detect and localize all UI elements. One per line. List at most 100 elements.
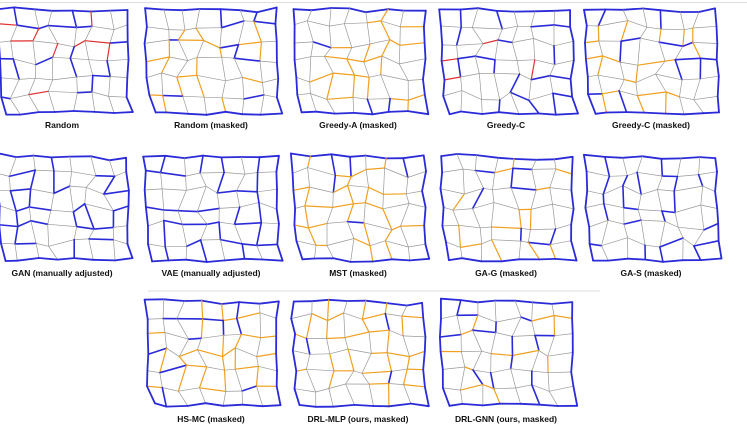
graph-edge xyxy=(256,191,260,204)
graph-edge xyxy=(163,219,166,248)
graph-edge xyxy=(223,333,242,336)
graph-edge xyxy=(258,154,280,159)
graph-edge xyxy=(236,301,240,320)
graph-edge xyxy=(421,170,427,192)
graph-edge xyxy=(185,245,188,261)
graph-edge xyxy=(347,348,372,354)
graph-edge xyxy=(640,189,658,195)
graph-edge xyxy=(47,223,78,227)
graph-edge xyxy=(221,56,226,82)
graph-edge xyxy=(262,82,265,96)
graph-edge xyxy=(607,257,629,262)
graph-edge xyxy=(162,318,166,333)
graph-edge xyxy=(259,60,278,63)
graph-edge xyxy=(142,155,147,172)
graph-edge xyxy=(199,239,208,263)
graph-edge xyxy=(547,335,555,357)
graph-edge xyxy=(223,172,246,175)
graph-edge xyxy=(261,40,278,43)
graph-edge xyxy=(52,42,59,58)
graph-edge xyxy=(569,59,575,80)
graph-edge xyxy=(240,333,262,339)
graph-edge xyxy=(583,8,588,27)
graph-edge xyxy=(398,58,426,65)
graph-edge xyxy=(585,58,589,78)
graph-edge xyxy=(363,43,371,63)
graph-edge xyxy=(626,257,647,261)
graph-edge xyxy=(236,190,241,208)
graph-edge xyxy=(554,112,579,116)
graph-edge xyxy=(494,39,499,61)
graph-edge xyxy=(328,388,334,408)
graph-edge xyxy=(200,318,204,339)
graph-edge xyxy=(442,366,466,370)
graph-edge xyxy=(327,299,330,322)
graph-edge xyxy=(255,222,263,247)
graph-edge xyxy=(692,41,702,59)
graph-edge xyxy=(491,239,503,262)
graph-edge xyxy=(422,154,427,173)
graph-edge xyxy=(201,300,204,320)
graph-edge xyxy=(258,300,280,305)
graph-edge xyxy=(408,350,426,358)
panel-caption: GAN (manually adjusted) xyxy=(11,268,112,278)
graph-edge xyxy=(343,8,350,25)
graph-edge xyxy=(241,243,246,260)
graph-edge xyxy=(353,237,371,247)
graph-edge xyxy=(459,299,479,304)
graph-edge xyxy=(463,187,484,195)
graph-edge xyxy=(345,370,355,385)
graph-edge xyxy=(216,190,238,194)
graph-edge xyxy=(224,110,244,116)
graph-edge xyxy=(363,61,370,78)
graph-edge xyxy=(679,79,683,98)
graph-edge xyxy=(221,97,245,100)
graph-edge xyxy=(235,347,258,357)
graph-edge xyxy=(585,55,604,60)
graph-edge xyxy=(327,298,349,302)
graph-edge xyxy=(145,206,165,211)
graph-edge xyxy=(408,257,431,262)
graph-edge xyxy=(88,59,94,76)
graph-edge xyxy=(658,41,684,48)
graph-edge xyxy=(552,92,573,98)
graph-edge xyxy=(636,171,643,196)
graph-edge xyxy=(200,334,224,339)
graph-edge xyxy=(528,92,554,101)
graph-edge xyxy=(368,74,382,78)
graph-edge xyxy=(114,257,134,262)
graph-edge xyxy=(239,9,259,14)
graph-edge xyxy=(220,20,245,29)
graph-edge xyxy=(460,73,480,78)
graph-edge xyxy=(584,40,600,44)
graph-edge xyxy=(47,10,53,26)
graph-edge xyxy=(538,403,559,407)
graph-edge xyxy=(343,300,348,314)
graph-edge xyxy=(91,91,96,113)
graph-edge xyxy=(665,91,681,98)
graph-edge xyxy=(294,41,314,44)
graph-edge xyxy=(554,333,574,337)
graph-edge xyxy=(698,171,718,175)
graph-edge xyxy=(259,41,262,62)
graph-edge xyxy=(275,352,278,372)
graph-edge xyxy=(8,156,17,177)
graph-edge xyxy=(516,59,536,61)
graph-edge xyxy=(607,219,625,225)
graph-edge xyxy=(601,245,609,261)
graph-edge xyxy=(69,57,78,78)
graph-edge xyxy=(332,192,334,208)
graph-edge xyxy=(168,29,186,31)
graph-edge xyxy=(159,372,163,388)
graph-edge xyxy=(329,25,332,49)
graph-edge xyxy=(88,238,94,261)
graph-edge xyxy=(403,384,426,388)
graph-edge xyxy=(439,333,462,338)
graph-edge xyxy=(391,258,411,262)
graph-edge xyxy=(142,154,167,158)
graph-edge xyxy=(196,211,208,225)
graph-edge xyxy=(125,96,134,113)
graph-edge xyxy=(256,337,262,357)
graph-edge xyxy=(0,224,19,228)
graph-edge xyxy=(53,185,71,195)
